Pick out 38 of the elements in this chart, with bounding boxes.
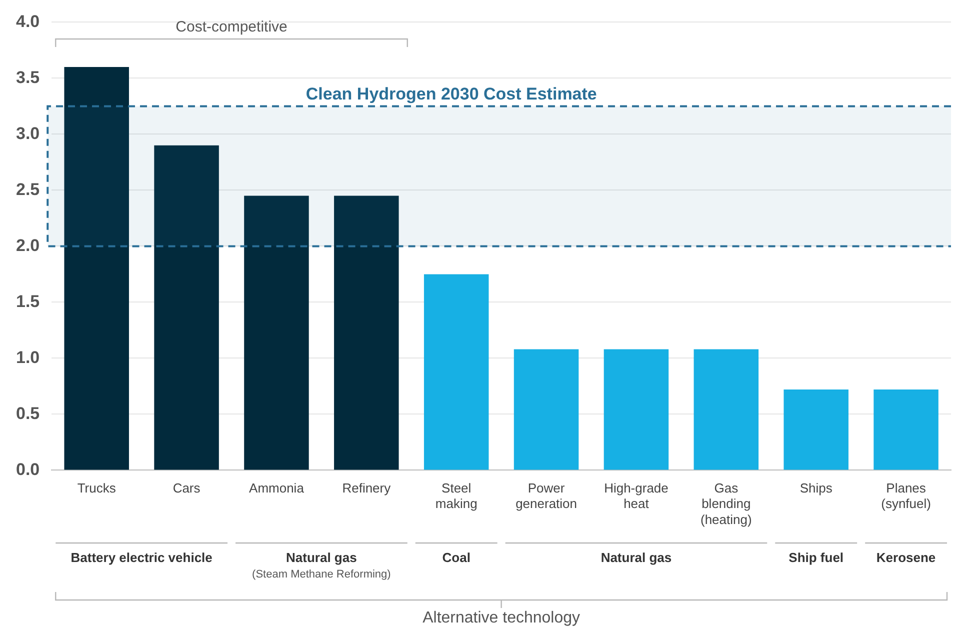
y-tick-label: 1.0 <box>16 348 40 367</box>
x-tick-label: Planes (synfuel) <box>881 480 931 512</box>
band-label: Clean Hydrogen 2030 Cost Estimate <box>306 84 597 104</box>
bar <box>334 196 399 470</box>
bar <box>694 349 759 470</box>
x-tick-label: Ships <box>800 480 833 496</box>
text: Battery electric vehicle <box>70 550 212 566</box>
bar <box>64 67 129 470</box>
y-tick-label: 3.5 <box>16 68 40 87</box>
x-tick-label: Power generation <box>516 480 578 512</box>
bar <box>514 349 579 470</box>
bar <box>154 145 219 470</box>
x-tick-label: Ammonia <box>249 480 305 496</box>
x-tick-label: Gas blending (heating) <box>700 480 752 527</box>
bar <box>244 196 309 470</box>
x-tick-label: High-grade heat <box>604 480 668 512</box>
bar <box>604 349 669 470</box>
y-tick-label: 3.0 <box>16 124 40 143</box>
y-tick-label: 2.5 <box>16 180 40 199</box>
bar <box>784 390 848 470</box>
x-tick-label: Trucks <box>77 480 116 496</box>
y-tick-label: 1.5 <box>16 292 40 311</box>
bar <box>874 390 938 470</box>
bar <box>424 274 489 470</box>
text: Natural gas (Steam Methane Reforming) <box>252 550 391 581</box>
text: Kerosene <box>876 550 936 566</box>
x-tick-label: Refinery <box>342 480 392 496</box>
text: Ship fuel <box>788 550 844 566</box>
y-tick-label: 2.0 <box>16 236 40 255</box>
text: Coal <box>442 550 470 566</box>
y-tick-label: 0.0 <box>16 460 40 479</box>
x-tick-label: Steel making <box>435 480 478 512</box>
text: Alternative technology <box>422 609 580 626</box>
annotation: Cost-competitive <box>176 18 288 36</box>
y-tick-label: 4.0 <box>16 12 40 31</box>
x-tick-label: Cars <box>172 480 201 496</box>
text: Natural gas <box>600 550 672 566</box>
y-tick-label: 0.5 <box>16 404 40 423</box>
